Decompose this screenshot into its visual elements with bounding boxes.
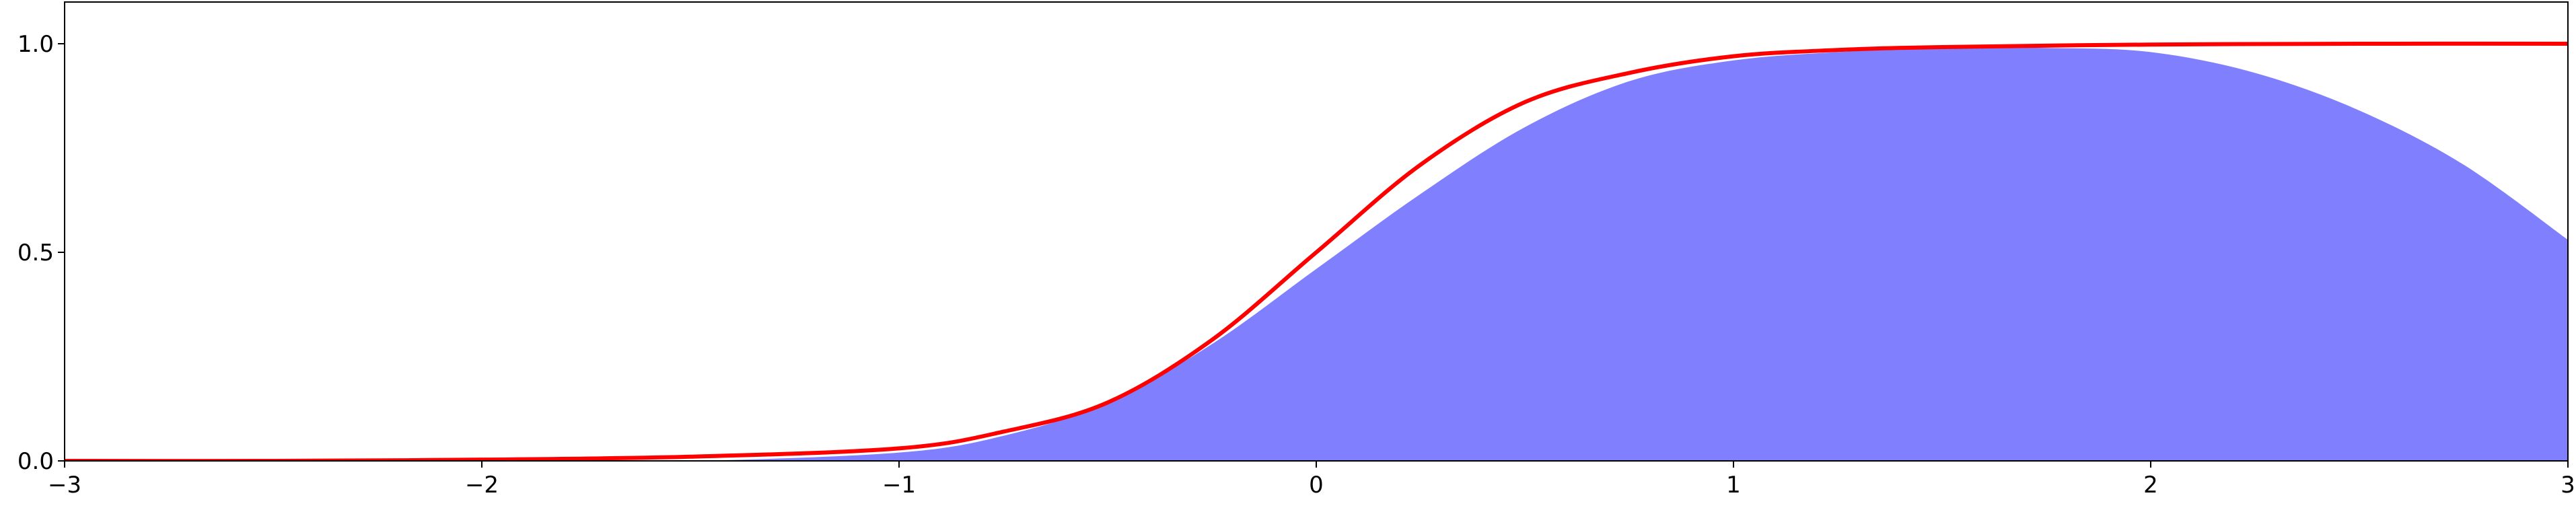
area-series-fill bbox=[65, 47, 2568, 461]
y-tick-label: 0.5 bbox=[17, 240, 54, 266]
x-tick-label: −3 bbox=[48, 472, 81, 499]
line-series-path bbox=[65, 41, 2568, 461]
x-tick-label: 2 bbox=[2143, 472, 2158, 499]
plot-layer bbox=[65, 41, 2568, 461]
x-tick-label: 1 bbox=[1726, 472, 1741, 499]
y-tick-label: 0.0 bbox=[17, 448, 54, 475]
x-tick-label: −1 bbox=[882, 472, 916, 499]
plot-content bbox=[65, 41, 2568, 461]
x-tick-label: 0 bbox=[1309, 472, 1324, 499]
x-tick-label: 3 bbox=[2561, 472, 2575, 499]
axis-layer: −3 −2 −1 0 1 2 3 0.0 0.5 1.0 bbox=[17, 1, 2575, 499]
y-tick-label: 1.0 bbox=[17, 31, 54, 58]
x-tick-label: −2 bbox=[465, 472, 499, 499]
